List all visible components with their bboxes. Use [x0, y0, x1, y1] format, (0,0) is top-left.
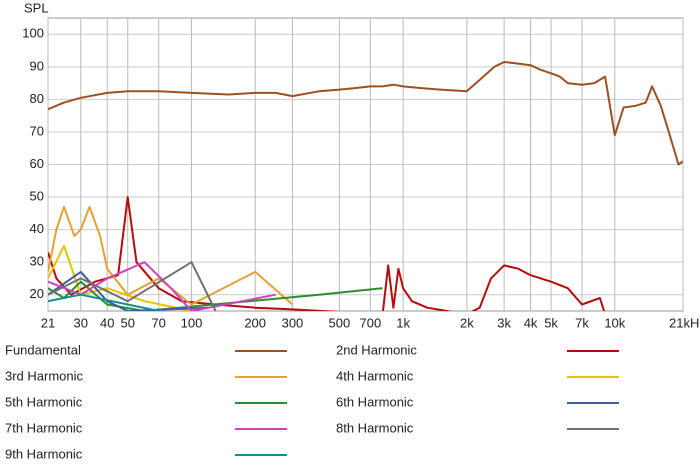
x-tick-label: 7k — [575, 315, 589, 330]
series-line — [48, 196, 606, 311]
x-tick-label: 1k — [396, 315, 410, 330]
x-tick-label: 2k — [460, 315, 474, 330]
legend-label: 5th Harmonic — [5, 394, 83, 409]
y-axis-label: SPL — [24, 0, 49, 15]
x-tick-label: 50 — [121, 315, 135, 330]
series-line — [48, 261, 217, 311]
x-tick-label: 30 — [74, 315, 88, 330]
legend-label: Fundamental — [5, 342, 81, 357]
series-line — [48, 244, 192, 311]
y-tick-label: 40 — [30, 221, 44, 236]
x-tick-label: 5k — [544, 315, 558, 330]
x-tick-label: 100 — [181, 315, 203, 330]
x-tick-label: 200 — [244, 315, 266, 330]
legend-label: 6th Harmonic — [336, 394, 414, 409]
x-tick-label: 21kHz — [669, 315, 700, 330]
x-tick-label: 500 — [329, 315, 351, 330]
x-tick-label: 700 — [359, 315, 381, 330]
series-line — [48, 293, 159, 311]
legend-label: 3rd Harmonic — [5, 368, 84, 383]
legend-label: 7th Harmonic — [5, 420, 83, 435]
y-tick-label: 100 — [22, 26, 44, 41]
y-tick-label: 70 — [30, 123, 44, 138]
x-tick-label: 10k — [604, 315, 625, 330]
series-line — [48, 61, 683, 166]
y-tick-label: 30 — [30, 254, 44, 269]
x-tick-label: 70 — [151, 315, 165, 330]
x-tick-label: 4k — [524, 315, 538, 330]
x-tick-label: 3k — [497, 315, 511, 330]
y-tick-label: 20 — [30, 286, 44, 301]
legend-label: 8th Harmonic — [336, 420, 414, 435]
plot-lines — [48, 61, 683, 311]
x-tick-label: 300 — [282, 315, 304, 330]
x-tick-label: 21 — [41, 315, 55, 330]
y-tick-label: 90 — [30, 58, 44, 73]
series-line — [48, 205, 294, 306]
y-tick-label: 80 — [30, 91, 44, 106]
legend-label: 9th Harmonic — [5, 446, 83, 461]
y-tick-label: 50 — [30, 188, 44, 203]
legend-label: 4th Harmonic — [336, 368, 414, 383]
x-tick-label: 40 — [100, 315, 114, 330]
y-tick-label: 60 — [30, 156, 44, 171]
legend-label: 2nd Harmonic — [336, 342, 417, 357]
